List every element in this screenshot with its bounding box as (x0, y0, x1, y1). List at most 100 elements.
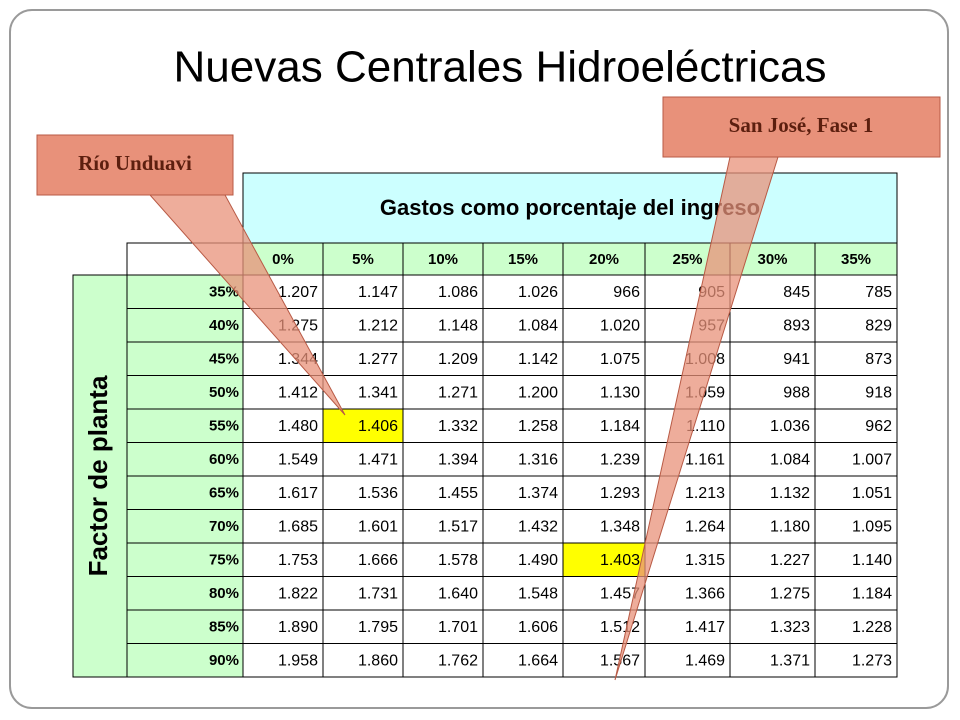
cell-value: 1.860 (358, 652, 398, 669)
callout-label: Río Unduavi (78, 151, 192, 175)
cell-value: 1.228 (852, 619, 892, 636)
cell-value: 918 (865, 384, 892, 401)
cell-value: 1.084 (518, 317, 558, 334)
callout-label: San José, Fase 1 (729, 113, 874, 137)
row-label: 55% (209, 418, 239, 435)
data-cell (322, 408, 404, 443)
data-cell (644, 609, 731, 644)
cell-value: 1.209 (438, 351, 478, 368)
cell-value: 1.007 (852, 451, 892, 468)
data-cell (729, 341, 816, 376)
data-cell (482, 576, 564, 611)
cell-value: 1.417 (685, 619, 725, 636)
cell-value: 1.795 (358, 619, 398, 636)
cell-value: 1.273 (852, 652, 892, 669)
data-cell (242, 509, 324, 544)
cell-value: 1.762 (438, 652, 478, 669)
data-cell (814, 475, 898, 510)
cell-value: 1.701 (438, 619, 478, 636)
data-cell (482, 274, 564, 309)
cell-value: 1.601 (358, 518, 398, 535)
data-cell (814, 442, 898, 477)
data-cell (482, 542, 564, 577)
cell-value: 1.536 (358, 485, 398, 502)
row-label: 90% (209, 652, 239, 669)
data-cell (562, 341, 646, 376)
cell-value: 1.277 (358, 351, 398, 368)
cell-value: 1.132 (770, 485, 810, 502)
cell-value: 1.685 (278, 518, 318, 535)
cell-value: 1.140 (852, 552, 892, 569)
header-cell (242, 172, 898, 244)
cell-value: 1.323 (770, 619, 810, 636)
data-cell (482, 609, 564, 644)
cell-value: 1.316 (518, 451, 558, 468)
data-cell (562, 308, 646, 343)
cell-value: 941 (783, 351, 810, 368)
data-cell (814, 643, 898, 678)
cell-value: 1.147 (358, 284, 398, 301)
data-cell (482, 375, 564, 410)
cell-value: 1.148 (438, 317, 478, 334)
cell-value: 845 (783, 284, 810, 301)
data-cell (644, 576, 731, 611)
data-cell (814, 576, 898, 611)
data-cell (482, 643, 564, 678)
data-cell (482, 308, 564, 343)
data-cell (242, 609, 324, 644)
cell-value: 1.212 (358, 317, 398, 334)
cell-value: 1.161 (685, 451, 725, 468)
cell-value: 1.822 (278, 585, 318, 602)
row-label: 50% (209, 384, 239, 401)
column-header: 20% (589, 251, 619, 268)
cell-value: 1.469 (685, 652, 725, 669)
cell-value: 988 (783, 384, 810, 401)
table-header: Gastos como porcentaje del ingreso (380, 195, 760, 220)
data-cell (644, 542, 731, 577)
cell-value: 1.666 (358, 552, 398, 569)
row-header-cell (72, 274, 128, 678)
data-cell (322, 576, 404, 611)
cell-value: 1.275 (770, 585, 810, 602)
cell-value: 1.455 (438, 485, 478, 502)
cell-value: 1.471 (358, 451, 398, 468)
cell-value: 829 (865, 317, 892, 334)
cell-value: 1.213 (685, 485, 725, 502)
cell-value: 1.086 (438, 284, 478, 301)
row-header: Factor de planta (83, 375, 113, 576)
cell-value: 1.371 (770, 652, 810, 669)
cell-value: 1.036 (770, 418, 810, 435)
row-label-cell (126, 408, 244, 443)
row-label-cell (126, 341, 244, 376)
column-header: 5% (352, 251, 374, 268)
cell-value: 1.293 (600, 485, 640, 502)
callout-box (662, 96, 941, 158)
data-cell (562, 274, 646, 309)
cell-value: 1.271 (438, 384, 478, 401)
column-header-cell (814, 242, 898, 276)
cell-value: 1.403 (600, 552, 640, 569)
cell-value: 1.332 (438, 418, 478, 435)
cell-value: 1.315 (685, 552, 725, 569)
column-header: 10% (428, 251, 458, 268)
cell-value: 1.890 (278, 619, 318, 636)
data-cell (729, 308, 816, 343)
cell-value: 1.184 (600, 418, 640, 435)
cell-value: 1.026 (518, 284, 558, 301)
data-cell (322, 542, 404, 577)
cell-value: 1.366 (685, 585, 725, 602)
cell-value: 1.549 (278, 451, 318, 468)
row-label-cell (126, 475, 244, 510)
data-cell (814, 609, 898, 644)
data-cell (322, 341, 404, 376)
cell-value: 1.490 (518, 552, 558, 569)
cell-value: 1.548 (518, 585, 558, 602)
row-label: 45% (209, 351, 239, 368)
cell-value: 785 (865, 284, 892, 301)
cell-value: 1.512 (600, 619, 640, 636)
data-cell (562, 475, 646, 510)
row-label-cell (126, 274, 244, 309)
callouts: Río Unduavi San José, Fase 1 (36, 96, 941, 681)
cell-value: 1.617 (278, 485, 318, 502)
row-label-cell (126, 442, 244, 477)
